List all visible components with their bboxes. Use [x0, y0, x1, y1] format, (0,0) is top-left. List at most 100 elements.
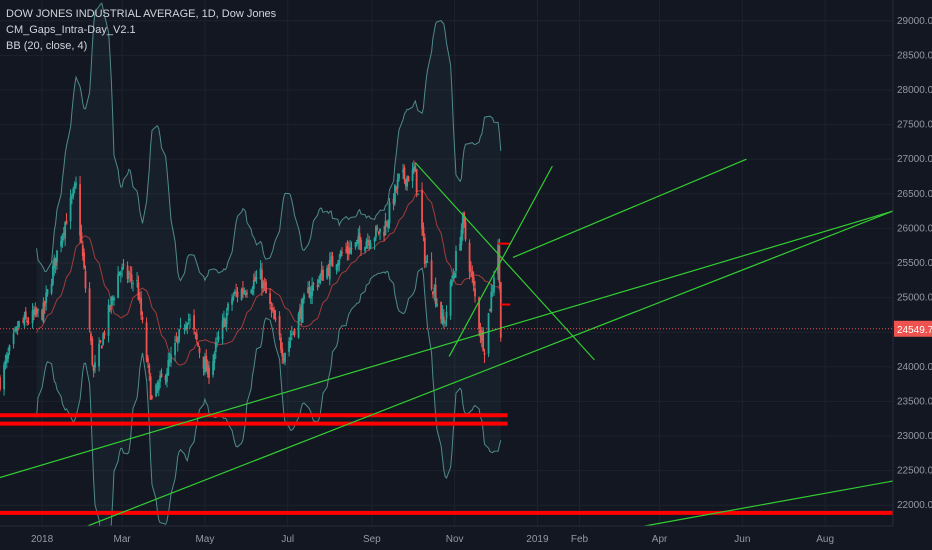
indicator-gaps[interactable]: CM_Gaps_Intra-Day_V2.1	[6, 24, 136, 36]
candle-body	[394, 185, 396, 203]
candle-body	[197, 342, 200, 347]
trendlines	[0, 158, 894, 531]
candle-body	[14, 329, 16, 331]
candle-body	[415, 169, 418, 193]
candle-body	[445, 311, 448, 319]
x-tick-label: 2019	[526, 534, 549, 545]
candle-body	[102, 333, 105, 345]
candle-body	[384, 220, 387, 236]
indicator-bollinger[interactable]: BB (20, close, 4)	[6, 40, 88, 52]
candle-body	[90, 333, 92, 341]
candle-body	[335, 264, 338, 271]
candle-body	[349, 247, 352, 254]
time-axis-bg	[0, 526, 932, 550]
candle-body	[444, 322, 447, 324]
candle-body	[341, 251, 343, 253]
candle-body	[213, 353, 216, 364]
candle-body	[84, 271, 87, 289]
x-tick-label: Mar	[114, 534, 132, 545]
candle-body	[157, 382, 160, 391]
candle-body	[497, 244, 499, 275]
candle-body	[4, 360, 7, 365]
candle-body	[464, 221, 467, 240]
candle-body	[312, 283, 315, 285]
candle-body	[18, 321, 20, 328]
candle-body	[185, 325, 187, 330]
candle-body	[406, 176, 409, 187]
candle-body	[136, 280, 138, 282]
candle-body	[417, 193, 419, 195]
price-axis[interactable]: 29000.00 28500.00 28000.00 27500.00 27000.00…	[892, 0, 932, 550]
candle-body	[111, 297, 114, 301]
time-axis[interactable]: 2018 Mar May Jul Sep Nov 2019 Feb Apr Jun Aug	[0, 525, 932, 550]
candle-body	[330, 257, 333, 259]
x-tick-label: Apr	[652, 534, 668, 545]
candle-body	[376, 228, 379, 230]
y-tick-label: 25500.00	[897, 258, 932, 269]
candle-body	[244, 293, 247, 295]
candle-body	[474, 288, 476, 297]
candle-body	[273, 310, 276, 320]
candle-body	[347, 249, 350, 255]
candle-body	[440, 302, 442, 320]
candle-body	[455, 251, 457, 271]
candle-body	[404, 178, 407, 186]
y-tick-label: 22000.00	[897, 500, 932, 511]
trendline	[644, 480, 894, 527]
candle-body	[178, 329, 181, 341]
bb-lower	[36, 267, 502, 550]
candle-body	[100, 345, 103, 349]
candle-body	[292, 331, 295, 333]
candle-body	[421, 189, 423, 229]
candle-body	[56, 250, 58, 263]
candle-body	[45, 292, 48, 304]
candle-body	[320, 269, 323, 276]
candle-body	[373, 238, 376, 242]
candle-body	[175, 339, 178, 341]
candle-body	[179, 325, 182, 327]
symbol-title[interactable]: DOW JONES INDUSTRIAL AVERAGE, 1D, Dow Jo…	[6, 8, 277, 20]
candle-body	[208, 367, 210, 378]
candle-body	[113, 297, 115, 301]
candle-body	[281, 348, 284, 357]
candle-body	[262, 281, 265, 289]
candle-body	[293, 328, 296, 336]
candlesticks	[0, 160, 502, 400]
trendline	[414, 162, 595, 361]
candle-body	[243, 290, 246, 294]
candle-body	[236, 291, 239, 297]
candle-body	[303, 295, 305, 300]
last-price-tag: 24549.71	[894, 320, 932, 337]
candle-body	[255, 277, 258, 279]
candle-body	[202, 356, 205, 369]
candle-body	[22, 321, 24, 323]
candle-body	[110, 297, 113, 307]
candle-body	[54, 257, 57, 266]
candle-body	[271, 307, 274, 311]
candle-body	[422, 226, 425, 237]
candle-body	[240, 289, 243, 300]
candle-body	[232, 296, 235, 300]
candle-body	[69, 197, 72, 222]
candle-body	[198, 347, 201, 353]
candle-body	[80, 232, 83, 242]
candle-body	[259, 268, 262, 280]
candle-body	[189, 319, 191, 321]
candle-body	[252, 279, 255, 289]
candle-body	[483, 352, 486, 355]
candle-body	[12, 333, 15, 344]
y-tick-label: 27500.00	[897, 120, 932, 131]
candle-body	[129, 272, 132, 275]
candle-body	[72, 188, 75, 197]
trendline	[0, 210, 894, 479]
y-tick-label: 28500.00	[897, 50, 932, 61]
candle-body	[442, 316, 445, 324]
candle-body	[265, 281, 267, 294]
candle-body	[170, 354, 172, 363]
candle-body	[430, 260, 433, 290]
candle-body	[119, 272, 122, 275]
candle-body	[206, 364, 209, 375]
candle-body	[117, 274, 119, 298]
candle-body	[339, 251, 342, 257]
